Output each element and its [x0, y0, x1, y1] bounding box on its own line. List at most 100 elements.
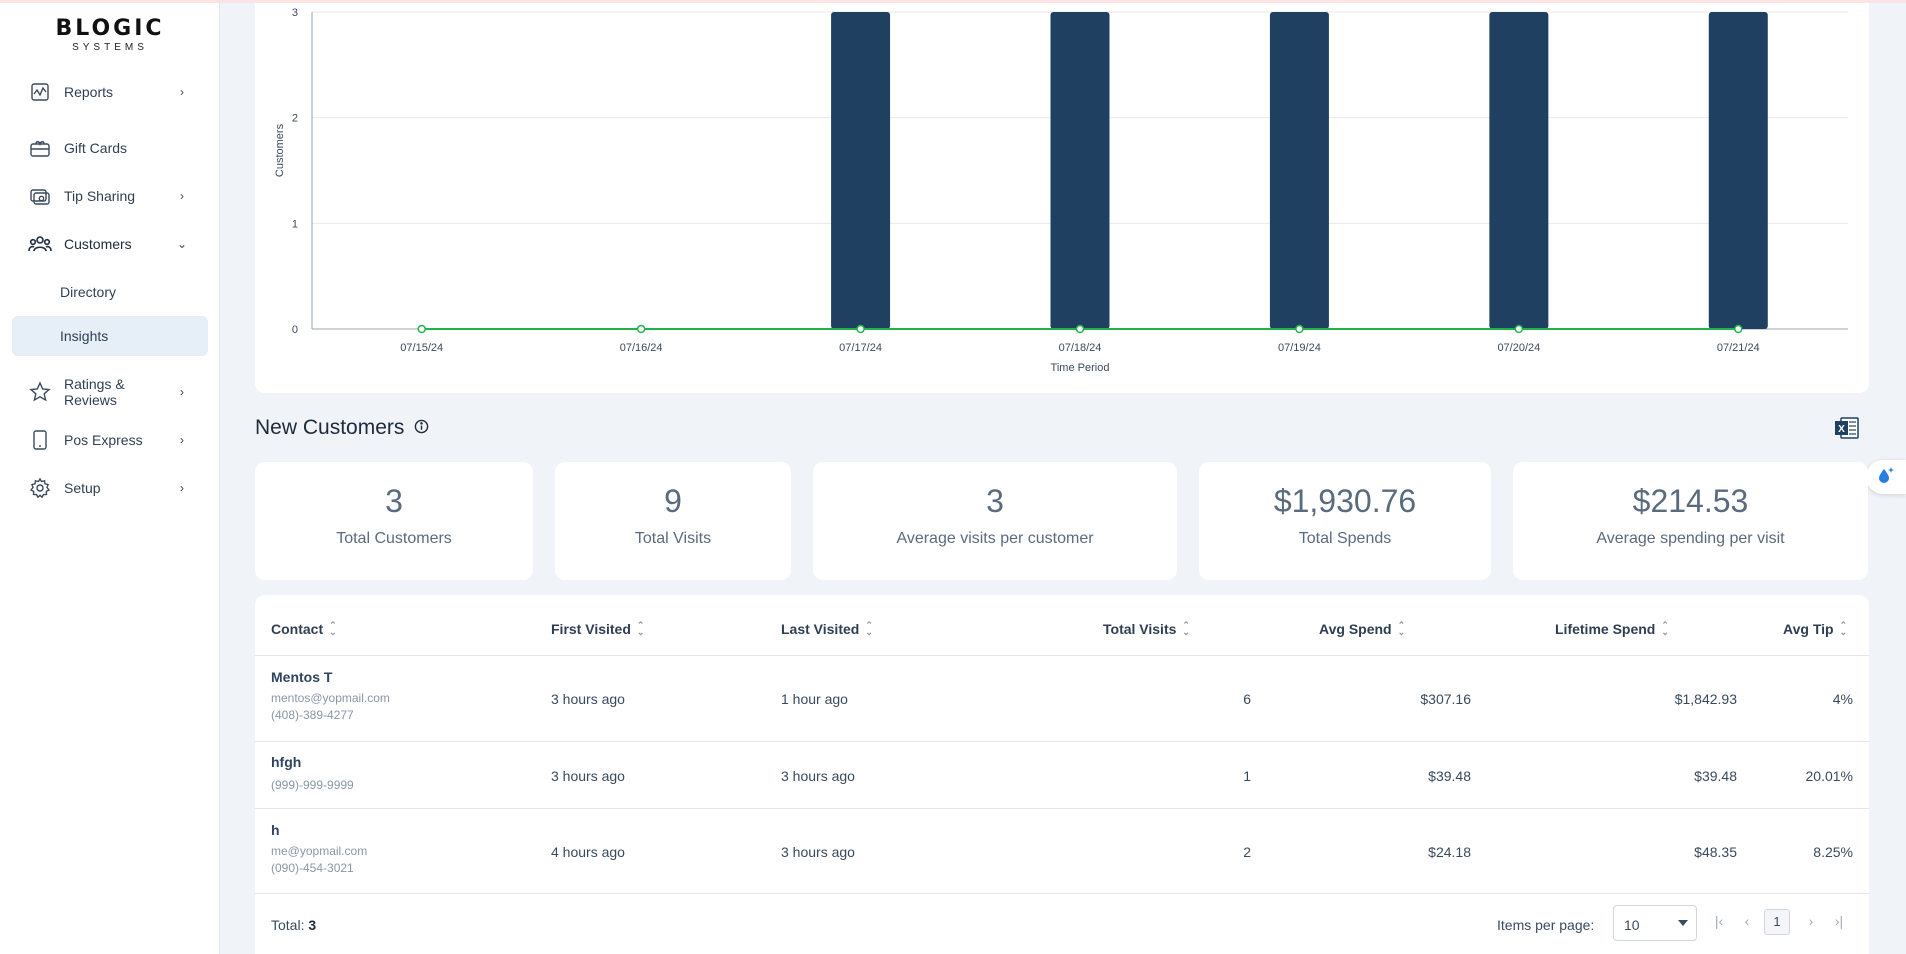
sidebar-item-label: Setup	[64, 480, 101, 496]
chevron-right-icon: ›	[180, 385, 184, 399]
column-label: Lifetime Spend	[1555, 621, 1656, 637]
table-header: Contact ⌃ ⌄ First Visited ⌃ ⌄ Last Visited ⌃ ⌄…	[255, 595, 1869, 656]
column-header-avg-spend[interactable]: Avg Spend ⌃ ⌄	[1319, 620, 1406, 638]
data-point	[1295, 324, 1304, 334]
contact-cell: hfgh (999)-999-9999	[271, 754, 354, 792]
stat-label: Total Spends	[1298, 530, 1392, 547]
info-icon[interactable]	[414, 416, 429, 440]
total-visits-cell: 1	[1243, 768, 1251, 784]
stat-card-total-customers: 3 Total Customers	[255, 462, 533, 580]
sort-icon: ⌃ ⌄	[1397, 620, 1406, 637]
total-visits-cell: 6	[1243, 691, 1251, 707]
data-point	[417, 324, 426, 334]
contact-cell: h me@yopmail.com (090)-454-3021	[271, 822, 367, 875]
previous-page-icon[interactable]: ‹	[1744, 913, 1750, 929]
stat-label: Total Visits	[634, 530, 712, 547]
chevron-right-icon: ›	[180, 189, 184, 203]
items-per-page-value: 10	[1624, 917, 1640, 933]
contact-name[interactable]: hfgh	[271, 754, 302, 770]
money-icon	[28, 184, 52, 208]
excel-export-icon[interactable]: X	[1834, 416, 1860, 445]
users-icon	[28, 232, 52, 256]
sidebar-item-customers[interactable]: Customers ⌄	[12, 224, 208, 264]
sidebar-item-insights[interactable]: Insights	[12, 316, 208, 356]
column-header-lifetime-spend[interactable]: Lifetime Spend ⌃ ⌄	[1555, 620, 1669, 638]
sidebar-item-label: Customers	[64, 236, 132, 252]
bar	[1489, 12, 1549, 329]
total-value: 3	[308, 917, 317, 933]
current-page[interactable]: 1	[1764, 909, 1790, 935]
column-header-contact[interactable]: Contact ⌃ ⌄	[271, 621, 337, 638]
last-visited-cell: 1 hour ago	[781, 691, 848, 707]
items-per-page-label: Items per page:	[1497, 917, 1595, 933]
sort-icon: ⌃ ⌄	[1661, 620, 1669, 637]
sidebar-item-reports[interactable]: Reports ›	[12, 72, 208, 112]
x-tick-label: 07/17/24	[839, 342, 882, 354]
column-label: Last Visited	[781, 621, 860, 637]
sort-icon: ⌃ ⌄	[1182, 620, 1190, 637]
stat-label: Total Customers	[336, 530, 452, 547]
bar	[1708, 12, 1768, 329]
droplet-icon	[1876, 465, 1896, 490]
sort-icon: ⌃ ⌄	[636, 620, 645, 637]
star-icon	[28, 380, 52, 404]
table-row[interactable]: hfgh (999)-999-9999 3 hours ago 3 hours …	[255, 742, 1869, 809]
assistant-float-button[interactable]	[1866, 460, 1906, 494]
column-header-total-visits[interactable]: Total Visits ⌃ ⌄	[1103, 620, 1190, 638]
customers-chart-panel: 0 1 2 3 07/15/24 07/16/24 07/17/24 07/18/24 07/1…	[255, 0, 1869, 393]
items-per-page-select[interactable]: 10	[1613, 905, 1697, 941]
sidebar-item-label: Ratings & Reviews	[64, 376, 125, 408]
stat-value: 9	[664, 483, 682, 519]
tablet-icon	[28, 428, 52, 452]
column-header-last-visited[interactable]: Last Visited ⌃ ⌄	[781, 621, 873, 638]
stat-label: Average visits per customer	[896, 530, 1094, 547]
section-title-text: New Customers	[255, 416, 405, 439]
sidebar-item-gift-cards[interactable]: Gift Cards	[12, 128, 208, 168]
sidebar-item-label: Gift Cards	[64, 140, 128, 156]
sidebar-item-label: Tip Sharing	[64, 188, 136, 204]
table-row[interactable]: Mentos T mentos@yopmail.com (408)-389-42…	[255, 656, 1869, 742]
column-label: First Visited	[551, 621, 631, 637]
sort-icon: ⌃ ⌄	[1839, 620, 1848, 637]
contact-phone: (090)-454-3021	[271, 861, 354, 875]
data-point	[856, 324, 865, 334]
first-visited-cell: 4 hours ago	[551, 844, 625, 860]
stat-label: Average spending per visit	[1596, 530, 1785, 547]
first-page-icon[interactable]: |‹	[1714, 913, 1724, 929]
stat-card-average-visits: 3 Average visits per customer	[813, 462, 1177, 580]
y-tick-label: 3	[292, 7, 298, 19]
avg-spend-cell: $24.18	[1428, 844, 1471, 860]
stat-value: $1,930.76	[1273, 483, 1417, 519]
sidebar-item-directory[interactable]: Directory	[12, 272, 208, 312]
contact-name[interactable]: Mentos T	[271, 669, 333, 685]
sidebar-item-label: Pos Express	[64, 432, 143, 448]
y-tick-label: 1	[292, 218, 298, 230]
contact-name[interactable]: h	[271, 822, 280, 838]
column-label: Contact	[271, 621, 324, 637]
section-title: New Customers	[255, 416, 429, 440]
brand-name: BLOGIC	[55, 16, 165, 41]
chart-line-icon	[28, 80, 52, 104]
next-page-icon[interactable]: ›	[1808, 913, 1814, 929]
sidebar-item-tip-sharing[interactable]: Tip Sharing ›	[12, 176, 208, 216]
contact-email: mentos@yopmail.com	[271, 691, 390, 705]
customers-table: Contact ⌃ ⌄ First Visited ⌃ ⌄ Last Visited ⌃ ⌄…	[255, 595, 1869, 954]
gear-icon	[28, 476, 52, 500]
table-row[interactable]: h me@yopmail.com (090)-454-3021 4 hours …	[255, 809, 1869, 894]
x-tick-label: 07/20/24	[1497, 342, 1540, 354]
sidebar-item-setup[interactable]: Setup ›	[12, 468, 208, 508]
sidebar-item-ratings-reviews[interactable]: Ratings & Reviews ›	[12, 372, 208, 412]
gift-card-icon	[28, 136, 52, 160]
data-point	[1734, 324, 1743, 334]
contact-email: me@yopmail.com	[271, 844, 368, 858]
brand-logo[interactable]: BLOGIC SYSTEMS	[50, 16, 170, 54]
bar	[831, 12, 891, 329]
column-header-avg-tip[interactable]: Avg Tip ⌃ ⌄	[1783, 620, 1848, 638]
last-page-icon[interactable]: ›|	[1834, 913, 1844, 929]
column-header-first-visited[interactable]: First Visited ⌃ ⌄	[551, 620, 645, 638]
contact-cell: Mentos T mentos@yopmail.com (408)-389-42…	[271, 669, 390, 722]
total-label: Total:	[271, 917, 305, 933]
sidebar-item-pos-express[interactable]: Pos Express ›	[12, 420, 208, 460]
stat-card-average-spending: $214.53 Average spending per visit	[1513, 462, 1868, 580]
stat-card-total-spends: $1,930.76 Total Spends	[1199, 462, 1491, 580]
